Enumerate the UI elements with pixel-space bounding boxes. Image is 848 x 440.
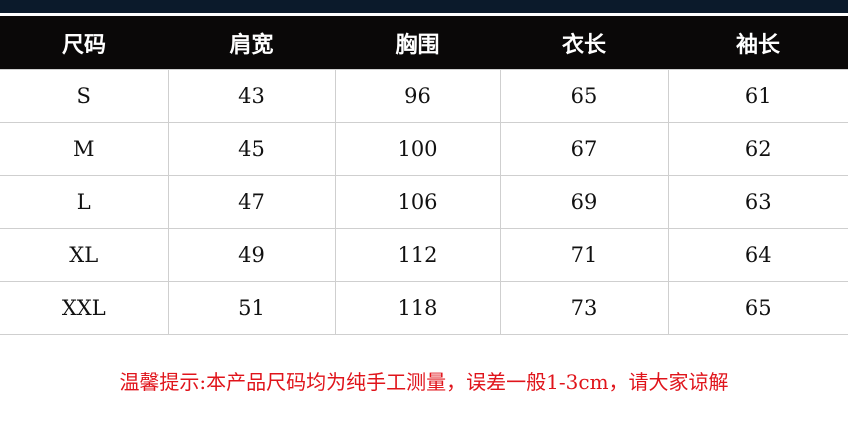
cell-size: XXL [0,281,169,335]
table-row: XXL 51 118 73 65 [0,281,848,335]
header-sleeve: 袖长 [668,16,848,70]
cell-chest: 96 [334,69,501,123]
table-row: M 45 100 67 62 [0,122,848,176]
cell-sleeve: 62 [667,122,848,176]
cell-sleeve: 63 [667,175,848,229]
top-band [0,0,848,13]
cell-sleeve: 65 [667,281,848,335]
measurement-note: 温馨提示:本产品尺码均为纯手工测量，误差一般1-3cm，请大家谅解 [119,370,729,394]
cell-sleeve: 64 [667,228,848,282]
cell-length: 71 [499,228,669,282]
header-shoulder: 肩宽 [168,16,335,70]
cell-chest: 106 [334,175,501,229]
cell-sleeve: 61 [667,69,848,123]
cell-chest: 118 [334,281,501,335]
cell-chest: 100 [334,122,501,176]
cell-size: L [0,175,169,229]
cell-shoulder: 45 [167,122,336,176]
table-row: XL 49 112 71 64 [0,228,848,282]
cell-shoulder: 47 [167,175,336,229]
cell-length: 69 [499,175,669,229]
cell-length: 65 [499,69,669,123]
header-row: 尺码 肩宽 胸围 衣长 袖长 [0,16,848,70]
size-chart-table: 尺码 肩宽 胸围 衣长 袖长 S 43 96 65 61 M 45 100 67 62 L 47 106… [0,16,848,335]
cell-size: XL [0,228,169,282]
cell-size: S [0,69,169,123]
cell-shoulder: 49 [167,228,336,282]
table-row: S 43 96 65 61 [0,69,848,123]
header-length: 衣长 [500,16,668,70]
header-chest: 胸围 [335,16,500,70]
cell-length: 73 [499,281,669,335]
cell-chest: 112 [334,228,501,282]
header-size: 尺码 [0,16,168,70]
cell-size: M [0,122,169,176]
cell-shoulder: 51 [167,281,336,335]
cell-length: 67 [499,122,669,176]
cell-shoulder: 43 [167,69,336,123]
table-row: L 47 106 69 63 [0,175,848,229]
